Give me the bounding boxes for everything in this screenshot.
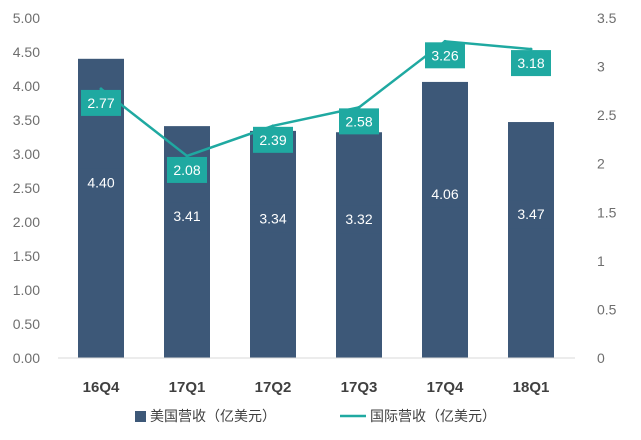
left-axis-tick-label: 4.00: [13, 78, 40, 94]
line-data-label: 2.58: [345, 113, 372, 129]
right-axis-ticks: 0 0.5 1 1.5 2 2.5 3 3.5: [597, 10, 617, 366]
bar-series: [78, 58, 554, 359]
x-axis-tick-label: 17Q4: [427, 379, 464, 396]
right-axis-tick-label: 0.5: [597, 301, 617, 317]
bar-label-box: [336, 205, 382, 234]
line-data-label: 3.26: [431, 47, 458, 63]
right-axis-tick-label: 2: [597, 156, 605, 172]
bar-data-label: 4.40: [87, 174, 114, 190]
line-label-box: [339, 108, 379, 135]
left-axis-tick-label: 0.50: [13, 316, 40, 332]
bar-18Q1: [508, 122, 554, 358]
x-axis-tick-label: 16Q4: [83, 379, 120, 396]
bar-data-label: 3.34: [259, 210, 286, 226]
left-axis-tick-label: 1.50: [13, 248, 40, 264]
bar-data-label: 4.06: [431, 186, 458, 202]
bar-label-box: [164, 202, 210, 231]
line-point-17Q3: [357, 105, 361, 109]
line-point-16Q4: [99, 87, 103, 91]
legend-bar-swatch: [135, 411, 146, 422]
right-axis-tick-label: 3: [597, 59, 605, 75]
bar-data-label: 3.32: [345, 211, 372, 227]
right-axis-tick-label: 1.5: [597, 204, 617, 220]
line-data-label: 2.39: [259, 132, 286, 148]
x-axis-tick-label: 17Q3: [341, 379, 378, 396]
left-axis-tick-label: 5.00: [13, 10, 40, 26]
line-data-label: 2.77: [87, 95, 114, 111]
bar-17Q2: [250, 130, 296, 358]
line-label-box: [167, 156, 207, 183]
line-label-box: [253, 126, 293, 153]
left-axis-ticks: 0.00 0.50 1.00 1.50 2.00 2.50 3.00 3.50 4.00 4.50…: [13, 10, 40, 366]
bar-label-box: [250, 204, 296, 233]
bar-17Q3: [336, 132, 382, 358]
line-label-box: [425, 42, 465, 69]
x-axis-tick-label: 17Q2: [255, 379, 292, 396]
left-axis-tick-label: 2.50: [13, 180, 40, 196]
line-point-17Q1: [185, 154, 189, 158]
x-axis-tick-label: 17Q1: [169, 379, 206, 396]
line-point-18Q1: [529, 47, 533, 51]
bar-label-box: [422, 179, 468, 208]
line-data-labels: 2.77 2.08 2.39 2.58 3.26 3.18: [81, 42, 551, 183]
bar-17Q4: [422, 81, 468, 359]
left-axis-tick-label: 4.50: [13, 44, 40, 60]
line-label-box: [81, 89, 121, 116]
bar-data-label: 3.47: [517, 206, 544, 222]
left-axis-tick-label: 3.00: [13, 146, 40, 162]
line-point-17Q2: [271, 124, 275, 128]
left-axis-tick-label: 0.00: [13, 350, 40, 366]
right-axis-tick-label: 1: [597, 253, 605, 269]
bar-label-box: [78, 168, 124, 197]
bar-data-labels: 4.40 3.41 3.34 3.32 4.06 3.47: [78, 168, 554, 234]
x-axis-tick-label: 18Q1: [513, 379, 550, 396]
x-axis-ticks: 16Q4 17Q1 17Q2 17Q3 17Q4 18Q1: [83, 379, 550, 396]
right-axis-tick-label: 2.5: [597, 107, 617, 123]
legend-line-label: 国际营收（亿美元）: [370, 408, 496, 424]
left-axis-tick-label: 2.00: [13, 214, 40, 230]
left-axis-tick-label: 1.00: [13, 282, 40, 298]
line-data-label: 2.08: [173, 162, 200, 178]
legend: 美国营收（亿美元） 国际营收（亿美元）: [135, 408, 496, 424]
right-axis-tick-label: 0: [597, 350, 605, 366]
bar-label-box: [508, 200, 554, 229]
line-label-box: [511, 50, 551, 77]
right-axis-tick-label: 3.5: [597, 10, 617, 26]
left-axis-tick-label: 3.50: [13, 112, 40, 128]
legend-bar-label: 美国营收（亿美元）: [150, 408, 276, 424]
bar-data-label: 3.41: [173, 208, 200, 224]
line-point-17Q4: [443, 39, 447, 43]
line-data-label: 3.18: [517, 55, 544, 71]
